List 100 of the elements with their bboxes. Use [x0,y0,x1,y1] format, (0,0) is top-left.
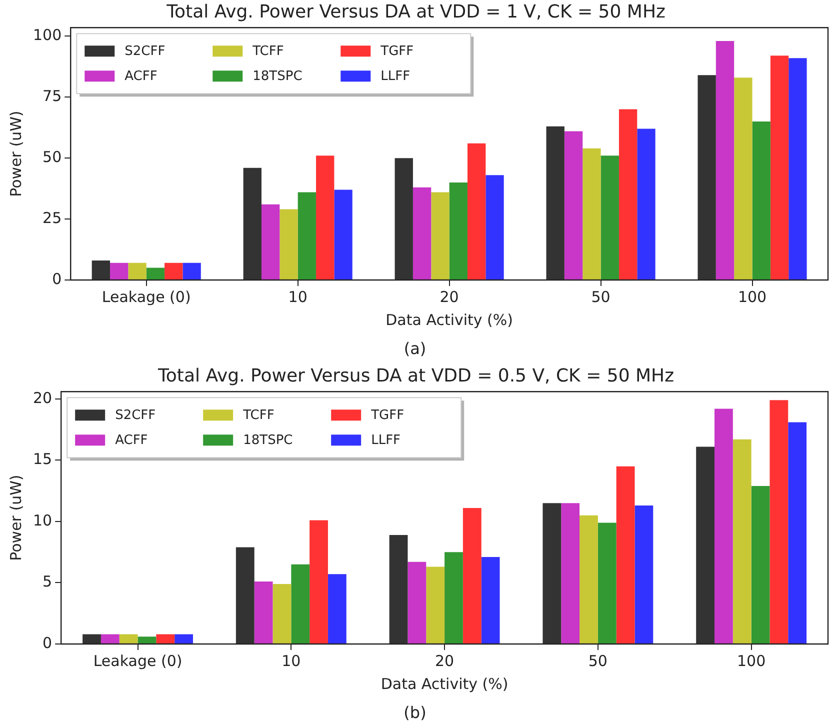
x-tick-label: 50 [588,652,608,670]
y-tick-label: 0 [42,634,52,652]
legend-label: 18TSPC [252,68,302,84]
bar [788,58,807,280]
bar [561,503,580,644]
y-tick-label: 75 [42,86,62,105]
bar [328,574,346,644]
bar [637,128,656,280]
x-tick-label: 20 [440,288,459,306]
y-tick-label: 0 [52,270,62,288]
legend-label: 18TSPC [243,432,293,448]
bar [426,566,445,644]
bar [618,109,638,280]
legend-label: ACFF [124,68,158,84]
legend-label: TGFF [380,44,414,59]
bar [486,175,504,280]
x-tick-label: 10 [282,652,301,670]
bar [412,187,432,280]
bar [100,634,120,644]
bar [582,148,601,280]
bar [449,182,468,280]
y-tick-label: 50 [42,148,62,166]
bar [334,190,352,280]
bar [82,634,101,644]
text: (a) [402,338,428,360]
bar [408,562,426,644]
y-tick-label: 5 [42,572,52,591]
y-tick-label: 25 [42,208,62,227]
x-tick-label: Leakage (0) [102,288,191,306]
bar [751,486,770,644]
bar [546,126,564,280]
bar [164,262,183,280]
y-tick-label: 15 [32,450,52,468]
bar [310,520,328,644]
bar [316,156,334,280]
bar [634,506,654,644]
legend-label: S2CFF [115,408,156,423]
bar [261,204,280,280]
bar [110,262,128,280]
y-tick-label: 100 [32,26,62,44]
bar [598,522,616,644]
x-tick-label: 10 [288,288,308,306]
bar [734,78,752,280]
legend-label: TCFF [252,44,284,59]
legend-label: TCFF [242,408,274,423]
chart-title: Total Avg. Power Versus DA at VDD = 1 V, CK = 50 MHz [166,1,666,22]
bar [770,56,789,280]
y-tick-label: 20 [32,388,52,407]
bar [564,131,583,280]
bar [119,634,138,644]
bar [616,466,635,644]
bar [732,439,752,644]
bar [138,636,156,644]
bar [394,158,413,280]
chart-title: Total Avg. Power Versus DA at VDD = 0.5 V, CK = 50 MHz [156,365,674,386]
bar [182,262,201,280]
y-axis-title: Power (uW) [6,474,25,561]
legend-label: LLFF [380,68,410,84]
legend-label: ACFF [115,432,148,448]
text: (b) [402,702,428,724]
bar [752,121,770,280]
bar [146,268,165,280]
bar [92,260,110,280]
bar [467,143,486,280]
bar [600,156,619,280]
x-tick-label: 50 [591,288,610,306]
bar [236,547,254,644]
x-tick-label: Leakage (0) [93,652,182,670]
bar [128,262,146,280]
legend-label: TGFF [370,408,404,423]
x-tick-label: 100 [736,652,766,670]
legend-label: LLFF [371,432,401,448]
bar [542,503,562,644]
bar [696,446,714,644]
bar [698,75,716,280]
bar [298,192,316,280]
bar [431,192,450,280]
bar [580,515,598,644]
x-tick-label: 100 [738,288,767,306]
bar [788,422,807,644]
bar [174,634,193,644]
bar [272,584,292,644]
bar [462,508,482,644]
y-axis-title: Power (uW) [6,110,25,197]
legend-label: S2CFF [124,44,166,59]
bar [156,634,175,644]
bar [716,41,734,280]
x-axis-title: Data Activity (%) [380,674,508,693]
bar [291,564,310,644]
bar [714,408,733,644]
x-tick-label: 20 [434,652,454,670]
bar [254,582,273,644]
y-tick-label: 10 [32,511,52,530]
x-axis-title: Data Activity (%) [386,310,514,329]
bar [280,209,298,280]
bar [481,557,500,644]
bar [389,534,408,644]
bar [243,168,262,280]
bar [770,400,788,644]
bar [444,552,463,644]
